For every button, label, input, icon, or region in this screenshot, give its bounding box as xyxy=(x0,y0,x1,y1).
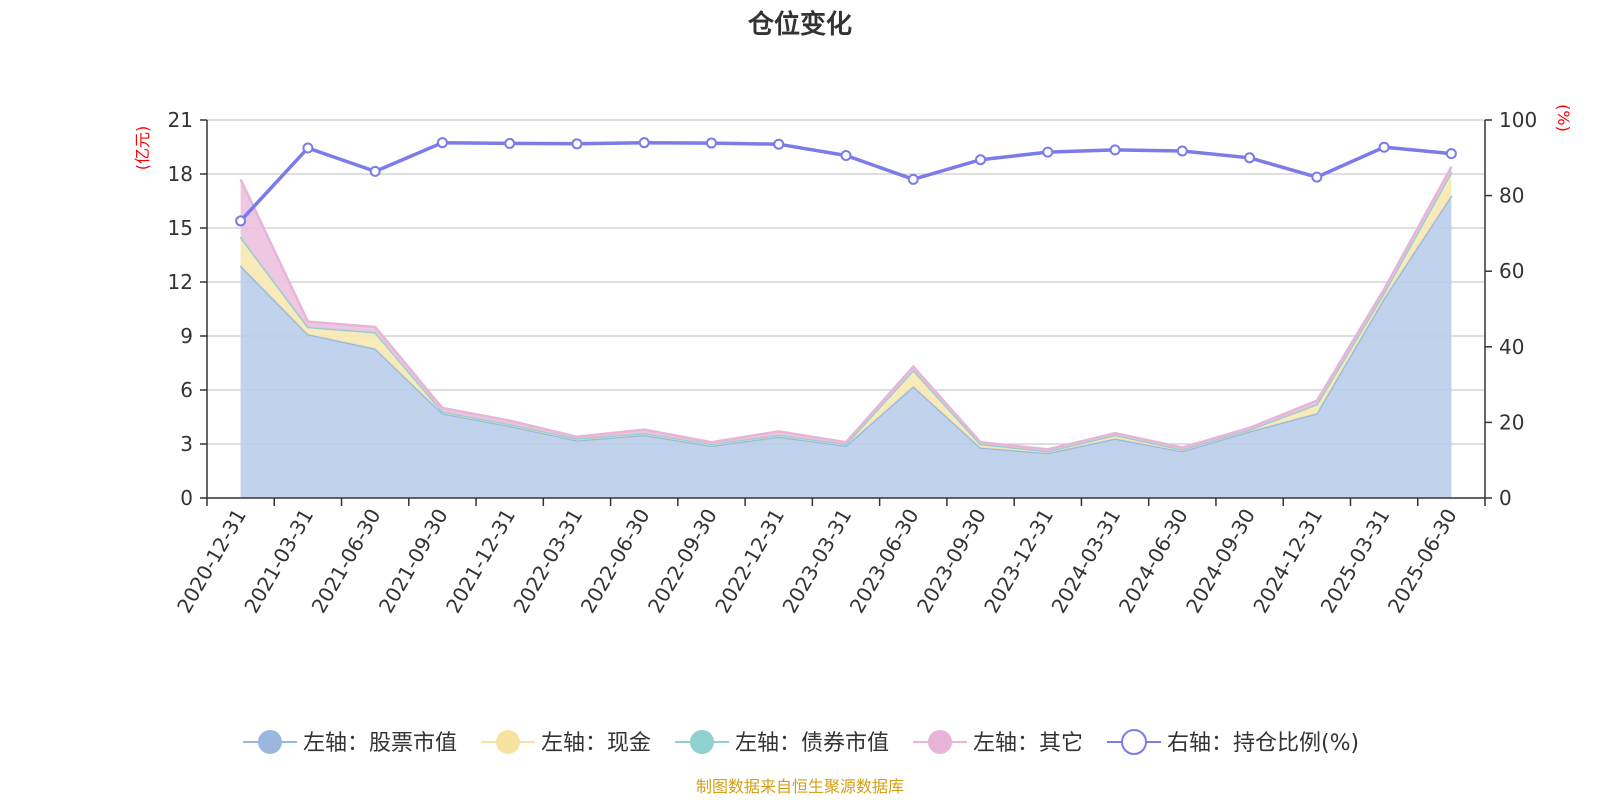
legend-marker-circle xyxy=(928,730,952,754)
x-tick-label: 2024-03-31 xyxy=(1046,505,1125,618)
legend-item: 左轴：其它 xyxy=(913,730,1083,756)
x-tick-label: 2021-09-30 xyxy=(374,504,453,617)
left-tick-label: 12 xyxy=(168,270,193,294)
legend: 左轴：股票市值 左轴：现金 左轴：债券市值 左轴：其它 右轴：持仓比例(%) xyxy=(243,729,1359,756)
holding-ratio-line xyxy=(235,137,1457,227)
source-note: 制图数据来自恒生聚源数据库 xyxy=(696,777,904,796)
series-line xyxy=(239,166,1453,451)
ratio-point xyxy=(705,137,717,149)
chart-title: 仓位变化 xyxy=(747,9,852,40)
ratio-point xyxy=(1042,146,1054,158)
x-tick-label: 2023-09-30 xyxy=(912,505,991,618)
ratio-point xyxy=(1445,148,1457,160)
right-tick-label: 100 xyxy=(1499,108,1537,132)
legend-marker-circle xyxy=(258,730,282,754)
x-tick-label: 2023-03-31 xyxy=(777,505,856,618)
legend-item: 左轴：现金 xyxy=(481,730,651,756)
legend-marker-circle xyxy=(496,730,520,754)
series-area xyxy=(240,195,1452,498)
ratio-point xyxy=(975,154,987,166)
x-tick-label: 2021-06-30 xyxy=(307,505,386,618)
right-tick-label: 0 xyxy=(1499,486,1512,510)
right-tick-label: 60 xyxy=(1499,259,1524,283)
legend-label: 左轴：现金 xyxy=(541,731,651,756)
x-tick-label: 2025-03-31 xyxy=(1316,505,1395,618)
legend-marker-circle xyxy=(690,730,714,754)
x-tick-label: 2024-09-30 xyxy=(1181,505,1260,618)
legend-item: 左轴：股票市值 xyxy=(243,730,457,756)
right-tick-label: 80 xyxy=(1499,184,1524,208)
left-tick-label: 18 xyxy=(168,162,193,186)
ratio-point xyxy=(840,150,852,162)
ratio-point xyxy=(1311,171,1323,183)
legend-label: 左轴：债券市值 xyxy=(735,731,889,756)
left-tick-label: 6 xyxy=(180,378,193,402)
right-tick-label: 20 xyxy=(1499,410,1524,434)
x-tick-label: 2024-06-30 xyxy=(1114,505,1193,618)
left-tick-label: 3 xyxy=(180,432,193,456)
left-tick-label: 0 xyxy=(180,486,193,510)
x-tick-label: 2021-12-31 xyxy=(441,505,520,618)
ratio-point xyxy=(571,138,583,150)
ratio-point xyxy=(436,137,448,149)
stacked-areas xyxy=(239,166,1453,498)
ratio-point xyxy=(638,137,650,149)
ratio-point xyxy=(504,137,516,149)
right-axis-unit: (%) xyxy=(1554,104,1573,132)
ratio-point xyxy=(1378,141,1390,153)
left-tick-label: 21 xyxy=(168,108,193,132)
legend-label: 右轴：持仓比例(%) xyxy=(1167,731,1359,756)
x-tick-label: 2025-06-30 xyxy=(1383,505,1462,618)
x-tick-label: 2022-09-30 xyxy=(643,505,722,618)
ratio-point xyxy=(302,142,314,154)
legend-label: 左轴：股票市值 xyxy=(303,731,457,756)
left-tick-label: 9 xyxy=(180,324,193,348)
left-tick-label: 15 xyxy=(168,216,193,240)
ratio-point xyxy=(773,138,785,150)
ratio-point xyxy=(235,215,247,227)
x-tick-label: 2022-06-30 xyxy=(576,505,655,618)
ratio-point xyxy=(369,165,381,177)
x-tick-label: 2020-12-31 xyxy=(172,505,251,618)
legend-item: 右轴：持仓比例(%) xyxy=(1107,729,1359,756)
legend-marker-circle xyxy=(1121,729,1147,755)
x-tick-label: 2021-03-31 xyxy=(239,505,318,618)
right-tick-label: 40 xyxy=(1499,335,1524,359)
legend-item: 左轴：债券市值 xyxy=(675,730,889,756)
ratio-point xyxy=(1109,144,1121,156)
ratio-point xyxy=(1244,152,1256,164)
x-tick-label: 2023-12-31 xyxy=(979,505,1058,618)
x-tick-label: 2022-03-31 xyxy=(508,505,587,618)
left-axis-unit: (亿元) xyxy=(133,126,152,171)
x-tick-label: 2024-12-31 xyxy=(1248,505,1327,618)
x-tick-label: 2022-12-31 xyxy=(710,505,789,618)
x-tick-label: 2023-06-30 xyxy=(845,505,924,618)
legend-label: 左轴：其它 xyxy=(973,731,1083,756)
ratio-point xyxy=(907,173,919,185)
ratio-point xyxy=(1176,145,1188,157)
